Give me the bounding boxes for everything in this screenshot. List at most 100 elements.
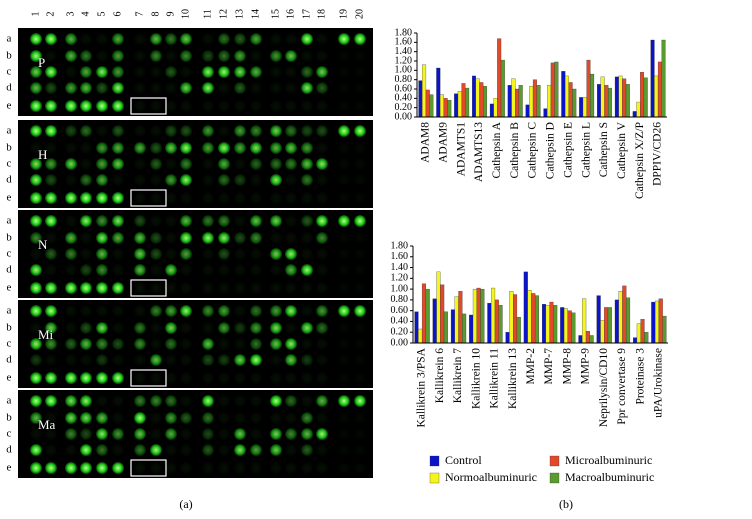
array-spot (80, 264, 92, 276)
bar (568, 82, 573, 118)
array-spot (250, 354, 262, 366)
array-spot (165, 215, 177, 227)
array-spot (354, 142, 366, 154)
array-spot (150, 282, 162, 294)
y-tick-label: 1.00 (395, 65, 413, 76)
x-tick-label: Neprilysin/CD10 (598, 348, 610, 427)
array-spot (218, 264, 230, 276)
array-spot (338, 395, 350, 407)
array-spot (202, 264, 214, 276)
array-spot (112, 50, 124, 62)
array-spot (80, 305, 92, 317)
array-spot (354, 395, 366, 407)
array-spot (30, 215, 42, 227)
array-spot (338, 100, 350, 112)
array-spot (65, 215, 77, 227)
x-tick-label: Cathepsin V (616, 121, 628, 179)
x-tick-label: DPPIV/CD26 (652, 122, 664, 186)
array-spot (180, 50, 192, 62)
array-spot (270, 354, 282, 366)
bar (518, 85, 523, 118)
array-spot (30, 125, 42, 137)
array-spot (180, 248, 192, 260)
array-spot (165, 174, 177, 186)
column-number: 10 (180, 9, 191, 19)
bar (567, 310, 572, 344)
bar (491, 287, 496, 344)
bar (561, 71, 566, 118)
array-spot (180, 322, 192, 334)
array-spot (96, 33, 108, 45)
array-spot (30, 462, 42, 474)
y-tick-label: 0.60 (391, 305, 409, 316)
array-spot (112, 282, 124, 294)
array-spot (112, 66, 124, 78)
array-spot (301, 282, 313, 294)
array-spot (270, 142, 282, 154)
bar (662, 315, 667, 344)
array-spot (285, 395, 297, 407)
array-spot (30, 66, 42, 78)
array-spot (218, 125, 230, 137)
array-spot (80, 142, 92, 154)
array-spot (250, 174, 262, 186)
array-spot (234, 215, 246, 227)
array-spot (134, 125, 146, 137)
row-letter: a (7, 33, 12, 45)
array-spot (96, 174, 108, 186)
array-spot (80, 462, 92, 474)
array-spot (202, 192, 214, 204)
x-tick-label: Cathepsin X/Z/P (634, 122, 646, 199)
array-spot (218, 82, 230, 94)
row-letter: e (7, 192, 12, 204)
array-spot (134, 142, 146, 154)
array-spot (354, 462, 366, 474)
array-spot (165, 412, 177, 424)
array-spot (30, 354, 42, 366)
row-letter: a (7, 125, 12, 137)
bar (513, 294, 518, 344)
bar (483, 86, 487, 118)
array-spot (112, 33, 124, 45)
array-spot (65, 354, 77, 366)
array-spot (150, 428, 162, 440)
row-letter: e (7, 282, 12, 294)
array-spot (202, 100, 214, 112)
array-spot (45, 395, 57, 407)
array-spot (112, 412, 124, 424)
blank-box (130, 369, 167, 387)
bar (515, 88, 520, 118)
array-spot (30, 174, 42, 186)
array-spot (202, 125, 214, 137)
bar (531, 293, 536, 344)
array-spot (234, 338, 246, 350)
array-spot (96, 428, 108, 440)
array-spot (45, 462, 57, 474)
array-spot (316, 192, 328, 204)
bar (422, 64, 427, 118)
array-spot (134, 248, 146, 260)
bar (590, 73, 595, 118)
legend-label: Control (445, 453, 482, 467)
array-spot (80, 428, 92, 440)
bar (614, 76, 619, 118)
array-spot (202, 142, 214, 154)
x-tick-label: Kallikrein 3/PSA (416, 347, 428, 427)
array-spot (218, 338, 230, 350)
array-spot (270, 125, 282, 137)
array-spot (354, 428, 366, 440)
y-tick-label: 0.80 (391, 294, 409, 305)
array-spot (30, 232, 42, 244)
array-spot (285, 142, 297, 154)
array-spot (338, 66, 350, 78)
array-spot (65, 248, 77, 260)
blank-box (130, 97, 167, 115)
array-spot (150, 100, 162, 112)
bar (607, 307, 612, 344)
column-number: 8 (150, 12, 161, 17)
x-tick-label: Kallikrein 11 (489, 348, 501, 409)
bar (608, 87, 612, 118)
array-spot (134, 33, 146, 45)
array-spot (338, 50, 350, 62)
array-spot (285, 215, 297, 227)
